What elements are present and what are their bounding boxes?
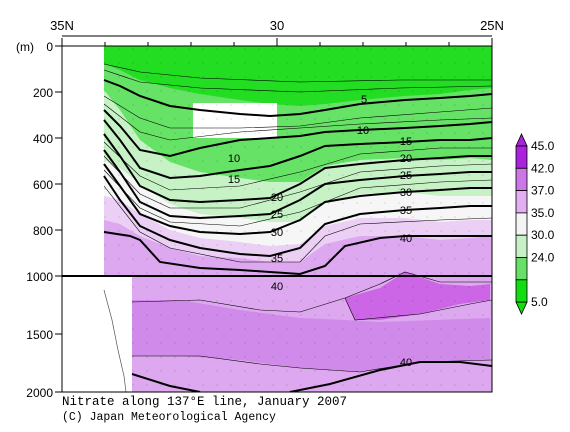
contour-label: 10 (357, 125, 369, 137)
colorbar-label: 42.0 (531, 161, 555, 175)
no-data-mask-lower (104, 283, 132, 392)
contour-30 (103, 163, 492, 236)
colorbar-swatch (515, 167, 528, 192)
colorbar-label: 5.0 (531, 295, 548, 309)
contour-label: 40 (400, 357, 412, 369)
colorbar-swatch (515, 257, 528, 281)
contour-label: 40 (400, 233, 412, 245)
contour-35 (103, 175, 492, 258)
contour-lines (103, 63, 492, 392)
colorbar-bottom-arrow (515, 301, 528, 316)
contour-label: 30 (271, 227, 283, 239)
contour-label: 10 (228, 153, 240, 165)
colorbar-label: 37.0 (531, 184, 555, 198)
contour-25 (103, 149, 492, 220)
colorbar-swatch (515, 190, 528, 214)
y-axis-label: (m) (16, 40, 34, 54)
no-data-mask-left (62, 46, 104, 392)
colorbar: 45.0 42.0 37.0 35.0 30.0 24.0 5.0 (515, 133, 555, 316)
contour-label: 15 (400, 136, 412, 148)
contour-15 (103, 119, 492, 180)
y-tick-600: 600 (33, 178, 53, 192)
colorbar-label: 35.0 (531, 206, 555, 220)
contour-5 (103, 79, 492, 118)
colorbar-label: 45.0 (531, 139, 555, 153)
y-tick-0: 0 (46, 40, 53, 54)
stipple-upper (104, 46, 492, 275)
figure-title: Nitrate along 137°E line, January 2007 (62, 395, 348, 409)
contour-label: 25 (271, 209, 283, 221)
copyright-credit: (C) Japan Meteorological Agency (62, 411, 276, 424)
contour-label: 35 (400, 205, 412, 217)
y-tick-200: 200 (33, 86, 53, 100)
contour-label: 30 (400, 187, 412, 199)
contour-label: 40 (271, 281, 283, 293)
colorbar-swatch (515, 234, 528, 258)
colorbar-label: 24.0 (531, 251, 555, 265)
colorbar-top-arrow (515, 133, 528, 147)
contour-label: 15 (228, 174, 240, 186)
y-tick-400: 400 (33, 132, 53, 146)
x-tick-label-35n: 35N (50, 18, 74, 33)
contour-label: 20 (400, 153, 412, 165)
contour-label: 5 (361, 94, 367, 106)
contour-40 (103, 231, 492, 276)
y-tick-2000: 2000 (26, 386, 53, 400)
x-ticks-top (61, 38, 493, 46)
colorbar-label: 30.0 (531, 228, 555, 242)
stipple-lower (132, 277, 492, 392)
y-tick-1500: 1500 (26, 328, 53, 342)
y-tick-800: 800 (33, 224, 53, 238)
y-ticks (55, 45, 62, 393)
colorbar-swatch (515, 212, 528, 236)
y-tick-1000: 1000 (26, 270, 53, 284)
contour-labels: 5 10 15 20 25 30 35 40 10 15 20 25 30 35 40 40 (228, 94, 412, 369)
contour-label: 20 (271, 192, 283, 204)
colorbar-swatch (515, 145, 528, 169)
contour-20 (103, 133, 492, 204)
contour-10 (103, 109, 492, 158)
contour-label: 35 (271, 253, 283, 265)
x-tick-label-25n: 25N (480, 18, 504, 33)
x-tick-label-30: 30 (270, 18, 284, 33)
colorbar-swatch (515, 279, 528, 303)
contour-label: 25 (400, 170, 412, 182)
left-slope-line (103, 289, 127, 392)
